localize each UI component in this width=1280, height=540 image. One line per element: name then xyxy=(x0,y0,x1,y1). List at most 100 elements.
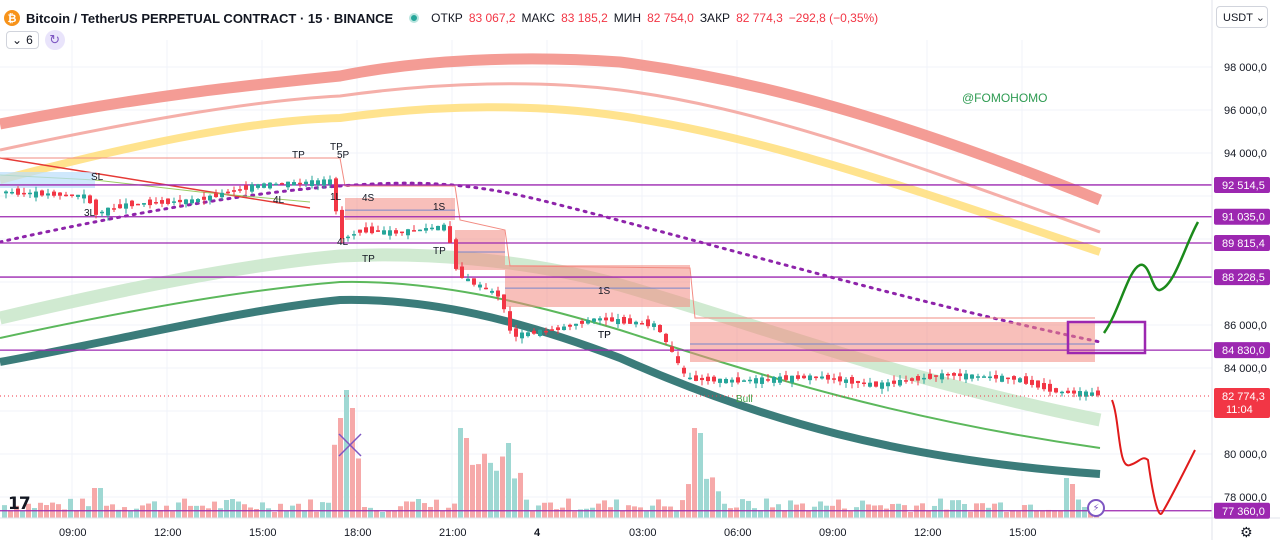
volume-bar xyxy=(314,511,319,518)
volume-bar xyxy=(860,500,865,518)
settings-gear-icon[interactable]: ⚙ xyxy=(1240,525,1253,540)
currency-select[interactable]: USDT ⌄ xyxy=(1216,6,1268,28)
volume-bar xyxy=(986,507,991,518)
volume-bar xyxy=(680,500,685,518)
candle-body xyxy=(520,332,524,339)
volume-bar xyxy=(428,506,433,518)
candle-body xyxy=(682,367,686,374)
candle-body xyxy=(676,356,680,364)
volume-bar xyxy=(20,510,25,518)
candle-body xyxy=(706,376,710,382)
supertrend-zone xyxy=(505,265,690,307)
candle-body xyxy=(580,320,584,324)
volume-bar xyxy=(1034,510,1039,518)
candle-body xyxy=(760,377,764,384)
candle-body xyxy=(604,317,608,321)
volume-bar xyxy=(1010,510,1015,518)
candle-body xyxy=(130,200,134,207)
ema-slow-ribbon xyxy=(0,295,1101,478)
volume-bar xyxy=(626,505,631,518)
price-level-tag xyxy=(1214,269,1270,286)
volume-bar xyxy=(1052,510,1057,518)
indicator-controls: ⌄ 6 ↻ xyxy=(6,30,65,50)
candle-body xyxy=(1012,376,1016,380)
volume-bar xyxy=(1058,510,1063,518)
bar-countdown: 11:04 xyxy=(1226,404,1253,416)
symbol-title[interactable]: Bitcoin / TetherUS PERPETUAL CONTRACT · … xyxy=(26,10,394,26)
volume-bar xyxy=(590,507,595,518)
price-level-tag-text: 92 514,5 xyxy=(1222,180,1265,192)
blue-band xyxy=(0,172,95,188)
volume-bar xyxy=(764,498,769,518)
open-value: 83 067,2 xyxy=(468,11,516,25)
candle-body xyxy=(1030,379,1034,385)
alert-bolt-icon[interactable]: ⚡ xyxy=(1087,499,1105,517)
volume-bar xyxy=(632,506,637,518)
candle-body xyxy=(772,377,776,383)
volume-bar xyxy=(1046,509,1051,518)
candle-body xyxy=(802,375,806,379)
volume-bar xyxy=(908,511,913,518)
candle-body xyxy=(652,323,656,327)
current-price-value: 82 774,3 xyxy=(1222,391,1265,403)
signal-label: 5P xyxy=(337,150,350,161)
candle-body xyxy=(322,179,326,186)
volume-bar xyxy=(206,508,211,518)
tradingview-logo[interactable]: 17 xyxy=(8,494,31,514)
bearish-projection-path xyxy=(1111,399,1196,516)
candle-body xyxy=(724,378,728,384)
candle-body xyxy=(478,284,482,288)
volume-bar xyxy=(8,510,13,518)
candle-body xyxy=(1042,383,1046,390)
candle-body xyxy=(820,376,824,379)
candle-body xyxy=(712,376,716,382)
volume-bar xyxy=(266,508,271,518)
candle-body xyxy=(640,323,644,325)
bitcoin-logo-icon: ₿ xyxy=(4,10,20,26)
volume-bar xyxy=(614,499,619,518)
market-status-icon[interactable] xyxy=(409,13,420,23)
price-axis-tick: 94 000,0 xyxy=(1224,148,1267,160)
current-price-tag xyxy=(1214,388,1270,418)
candle-body xyxy=(598,318,602,321)
time-axis-tick: 21:00 xyxy=(439,527,467,539)
signal-label: 1S xyxy=(433,202,446,213)
candle-body xyxy=(16,188,20,195)
volume-bar xyxy=(746,500,751,518)
candle-body xyxy=(1006,377,1010,380)
candle-body xyxy=(814,376,818,379)
volume-bar xyxy=(446,507,451,518)
time-axis-tick: 03:00 xyxy=(629,527,657,539)
sync-icon[interactable]: ↻ xyxy=(44,30,65,50)
candle-body xyxy=(430,227,434,230)
candle-body xyxy=(190,199,194,204)
volume-bar xyxy=(824,505,829,518)
candle-body xyxy=(286,181,290,188)
volume-bar xyxy=(734,507,739,518)
candle-body xyxy=(922,377,926,380)
signal-label: 1L xyxy=(330,192,342,203)
candle-body xyxy=(244,185,248,190)
candle-body xyxy=(592,318,596,322)
candle-body xyxy=(208,195,212,201)
candle-body xyxy=(22,192,26,195)
volume-bar xyxy=(512,478,517,518)
volume-bar xyxy=(758,510,763,518)
candle-body xyxy=(562,326,566,331)
candle-body xyxy=(52,191,56,196)
candle-body xyxy=(904,380,908,382)
candle-body xyxy=(514,328,518,337)
volume-bar xyxy=(1064,478,1069,518)
indicators-toggle-button[interactable]: ⌄ 6 xyxy=(6,31,39,49)
volume-bar xyxy=(692,428,697,518)
time-axis-tick: 12:00 xyxy=(154,527,182,539)
candle-body xyxy=(232,190,236,192)
volume-bar xyxy=(158,510,163,518)
supertrend-zone xyxy=(690,322,1095,362)
volume-bar xyxy=(518,472,523,518)
volume-bar xyxy=(236,501,241,518)
volume-bar xyxy=(740,499,745,518)
volume-bar xyxy=(458,428,463,518)
candle-body xyxy=(832,378,836,380)
